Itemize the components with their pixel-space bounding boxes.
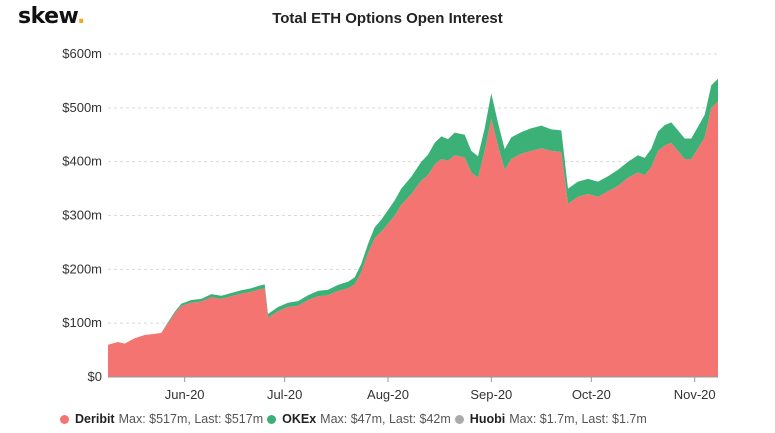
legend-item-deribit[interactable]: Deribit Max: $517m, Last: $517m xyxy=(60,412,263,426)
y-tick-label: $300m xyxy=(62,208,102,223)
legend-swatch xyxy=(267,415,277,424)
y-tick-label: $500m xyxy=(62,100,102,115)
logo-text: skew xyxy=(18,4,77,29)
x-tick-label: Oct-20 xyxy=(572,387,611,402)
x-tick-label: Nov-20 xyxy=(674,387,716,402)
x-tick-label: Aug-20 xyxy=(367,387,409,402)
legend-series-stats: Max: $1.7m, Last: $1.7m xyxy=(509,412,647,426)
legend-series-stats: Max: $47m, Last: $42m xyxy=(320,412,451,426)
y-tick-label: $100m xyxy=(62,315,102,330)
legend-swatch xyxy=(60,415,69,424)
x-tick-label: Jul-20 xyxy=(267,387,302,402)
legend: Deribit Max: $517m, Last: $517m OKEx Max: $… xyxy=(60,412,651,426)
legend-series-name: Huobi xyxy=(469,412,506,426)
skew-logo: skew. xyxy=(18,4,85,29)
legend-item-huobi[interactable]: Huobi Max: $1.7m, Last: $1.7m xyxy=(454,412,647,426)
x-tick-label: Jun-20 xyxy=(165,387,205,402)
axes: $0 $100m $200m $300m $400m $500m $600m Jun-20 Ju… xyxy=(62,46,718,402)
chart-title: Total ETH Options Open Interest xyxy=(272,10,503,27)
legend-item-okex[interactable]: OKEx Max: $47m, Last: $42m xyxy=(267,412,451,426)
series-area-deribit xyxy=(108,101,718,378)
y-tick-label: $0 xyxy=(88,369,102,384)
x-tick-label: Sep-20 xyxy=(470,387,512,402)
legend-series-stats: Max: $517m, Last: $517m xyxy=(118,412,264,426)
y-tick-label: $600m xyxy=(62,46,102,61)
series-areas xyxy=(108,78,718,378)
y-tick-label: $200m xyxy=(62,261,102,276)
logo-dot: . xyxy=(76,4,85,29)
legend-series-name: Deribit xyxy=(75,412,115,426)
legend-series-name: OKEx xyxy=(282,412,317,426)
y-tick-label: $400m xyxy=(62,154,102,169)
legend-swatch xyxy=(454,415,464,424)
